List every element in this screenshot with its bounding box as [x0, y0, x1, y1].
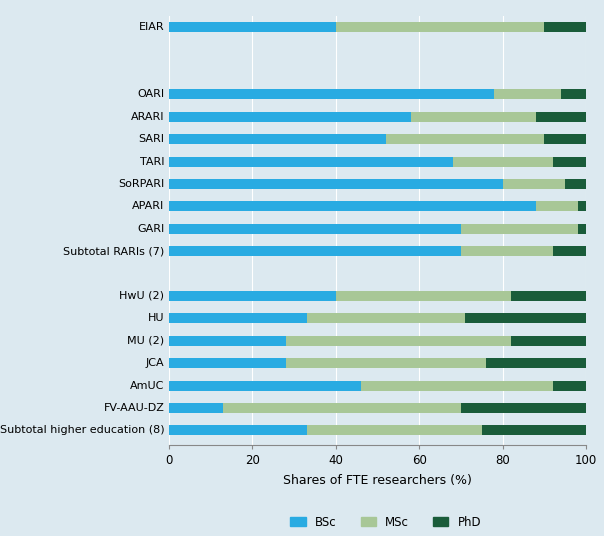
Bar	[223, 403, 461, 413]
Bar	[565, 179, 586, 189]
Bar	[503, 179, 565, 189]
Bar	[536, 202, 577, 211]
Bar	[411, 112, 536, 122]
Bar	[461, 246, 553, 256]
Bar	[361, 381, 553, 391]
Bar	[461, 403, 586, 413]
Bar	[169, 22, 336, 32]
Bar	[553, 246, 586, 256]
Bar	[336, 22, 544, 32]
Bar	[169, 403, 223, 413]
Bar	[169, 336, 286, 346]
Bar	[461, 224, 577, 234]
Bar	[169, 381, 361, 391]
Bar	[169, 425, 307, 435]
Bar	[336, 291, 511, 301]
Bar	[544, 134, 586, 144]
Bar	[169, 179, 503, 189]
Bar	[561, 90, 586, 100]
Bar	[553, 157, 586, 167]
Bar	[452, 157, 553, 167]
Bar	[169, 246, 461, 256]
Bar	[307, 314, 465, 323]
Bar	[307, 425, 482, 435]
Bar	[169, 358, 286, 368]
Bar	[286, 336, 511, 346]
Bar	[286, 358, 486, 368]
Bar	[169, 90, 494, 100]
Legend: BSc, MSc, PhD: BSc, MSc, PhD	[286, 511, 486, 533]
Bar	[494, 90, 561, 100]
Bar	[169, 224, 461, 234]
Bar	[486, 358, 586, 368]
Bar	[386, 134, 544, 144]
Bar	[169, 134, 386, 144]
Bar	[482, 425, 586, 435]
Bar	[511, 336, 586, 346]
Bar	[169, 202, 536, 211]
X-axis label: Shares of FTE researchers (%): Shares of FTE researchers (%)	[283, 474, 472, 487]
Bar	[544, 22, 586, 32]
Bar	[577, 224, 586, 234]
Bar	[169, 291, 336, 301]
Bar	[465, 314, 586, 323]
Bar	[511, 291, 586, 301]
Bar	[169, 314, 307, 323]
Bar	[536, 112, 586, 122]
Bar	[169, 157, 452, 167]
Bar	[553, 381, 586, 391]
Bar	[169, 112, 411, 122]
Bar	[577, 202, 586, 211]
